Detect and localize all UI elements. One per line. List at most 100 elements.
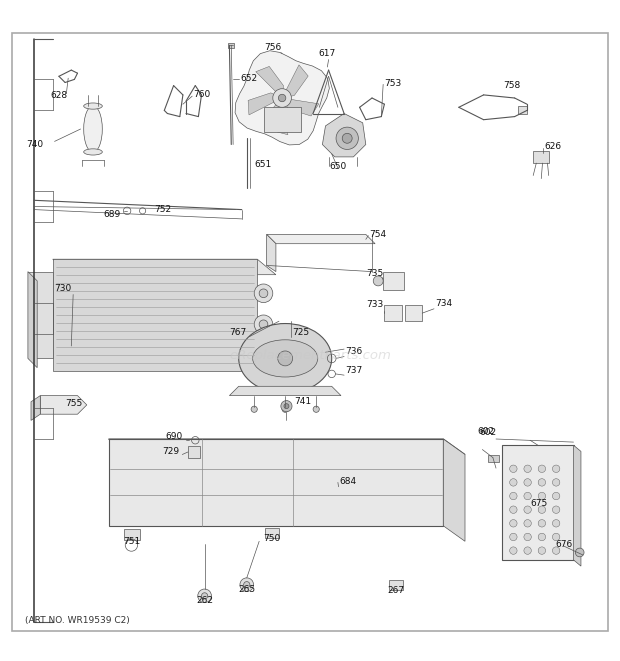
Polygon shape bbox=[235, 51, 329, 145]
Polygon shape bbox=[53, 259, 276, 275]
Text: 754: 754 bbox=[370, 230, 387, 239]
Text: 689: 689 bbox=[103, 210, 120, 219]
Circle shape bbox=[273, 89, 291, 107]
Text: 651: 651 bbox=[254, 160, 272, 169]
Polygon shape bbox=[267, 235, 276, 272]
Text: 265: 265 bbox=[238, 585, 255, 594]
Circle shape bbox=[198, 589, 211, 603]
Circle shape bbox=[552, 520, 560, 527]
Circle shape bbox=[552, 465, 560, 473]
Polygon shape bbox=[229, 386, 341, 395]
Circle shape bbox=[575, 548, 584, 557]
Bar bbox=[518, 106, 527, 114]
Circle shape bbox=[524, 520, 531, 527]
Circle shape bbox=[278, 351, 293, 366]
Bar bbox=[384, 305, 402, 321]
Circle shape bbox=[510, 547, 517, 555]
Text: 750: 750 bbox=[264, 533, 281, 543]
Bar bbox=[533, 151, 549, 163]
Circle shape bbox=[538, 492, 546, 500]
Polygon shape bbox=[28, 272, 53, 358]
Text: 730: 730 bbox=[54, 284, 71, 293]
Polygon shape bbox=[108, 439, 443, 525]
Circle shape bbox=[510, 492, 517, 500]
Circle shape bbox=[538, 533, 546, 541]
Text: (ART NO. WR19539 C2): (ART NO. WR19539 C2) bbox=[25, 616, 130, 625]
Circle shape bbox=[259, 289, 268, 297]
Text: 676: 676 bbox=[556, 540, 573, 549]
Text: 675: 675 bbox=[531, 500, 548, 508]
Text: 602: 602 bbox=[477, 427, 495, 436]
Circle shape bbox=[510, 479, 517, 486]
Circle shape bbox=[281, 401, 292, 412]
Text: 617: 617 bbox=[318, 49, 335, 58]
Text: 758: 758 bbox=[503, 81, 520, 90]
Circle shape bbox=[538, 479, 546, 486]
Polygon shape bbox=[322, 114, 366, 157]
Text: 729: 729 bbox=[162, 447, 180, 456]
Circle shape bbox=[202, 593, 208, 599]
Circle shape bbox=[524, 492, 531, 500]
Circle shape bbox=[251, 406, 257, 412]
Text: 737: 737 bbox=[345, 366, 363, 375]
Circle shape bbox=[552, 547, 560, 555]
Text: 262: 262 bbox=[196, 596, 213, 605]
Ellipse shape bbox=[84, 103, 102, 109]
Polygon shape bbox=[53, 259, 257, 371]
Text: 753: 753 bbox=[384, 79, 402, 88]
Circle shape bbox=[538, 547, 546, 555]
Circle shape bbox=[510, 465, 517, 473]
Circle shape bbox=[552, 506, 560, 514]
Circle shape bbox=[524, 465, 531, 473]
Circle shape bbox=[259, 320, 268, 329]
Circle shape bbox=[524, 547, 531, 555]
Text: 736: 736 bbox=[345, 347, 363, 356]
Polygon shape bbox=[256, 66, 283, 98]
Text: 756: 756 bbox=[264, 42, 281, 52]
Text: 650: 650 bbox=[329, 162, 347, 171]
Polygon shape bbox=[282, 65, 308, 98]
Polygon shape bbox=[108, 439, 465, 455]
Circle shape bbox=[254, 315, 273, 334]
Text: 734: 734 bbox=[435, 299, 453, 307]
Text: 733: 733 bbox=[366, 300, 383, 309]
Circle shape bbox=[259, 351, 268, 360]
Circle shape bbox=[240, 578, 254, 592]
Polygon shape bbox=[267, 235, 375, 244]
Circle shape bbox=[373, 276, 383, 286]
Ellipse shape bbox=[84, 106, 102, 152]
Circle shape bbox=[284, 404, 289, 408]
Bar bbox=[405, 305, 422, 321]
Text: eReplacementParts.com: eReplacementParts.com bbox=[229, 349, 391, 362]
Circle shape bbox=[342, 134, 352, 143]
Circle shape bbox=[538, 520, 546, 527]
Circle shape bbox=[254, 284, 273, 303]
Circle shape bbox=[552, 492, 560, 500]
Circle shape bbox=[552, 479, 560, 486]
Polygon shape bbox=[282, 98, 319, 116]
Polygon shape bbox=[574, 446, 581, 566]
Polygon shape bbox=[443, 439, 465, 541]
Bar bbox=[265, 528, 279, 538]
Text: 767: 767 bbox=[229, 328, 247, 336]
Circle shape bbox=[313, 406, 319, 412]
Text: 741: 741 bbox=[294, 397, 312, 406]
Text: 740: 740 bbox=[26, 140, 43, 149]
Bar bbox=[383, 272, 404, 290]
Text: 755: 755 bbox=[65, 399, 82, 408]
Bar bbox=[502, 446, 574, 560]
Text: 725: 725 bbox=[293, 328, 310, 336]
Circle shape bbox=[552, 533, 560, 541]
Text: 735: 735 bbox=[366, 269, 383, 278]
Circle shape bbox=[524, 506, 531, 514]
Text: 751: 751 bbox=[123, 537, 140, 545]
Circle shape bbox=[254, 346, 273, 365]
Circle shape bbox=[510, 520, 517, 527]
Polygon shape bbox=[40, 395, 87, 414]
Text: 628: 628 bbox=[50, 91, 68, 100]
Circle shape bbox=[510, 533, 517, 541]
Circle shape bbox=[524, 479, 531, 486]
Bar bbox=[124, 529, 140, 540]
Text: 760: 760 bbox=[193, 91, 211, 99]
Polygon shape bbox=[31, 395, 40, 420]
